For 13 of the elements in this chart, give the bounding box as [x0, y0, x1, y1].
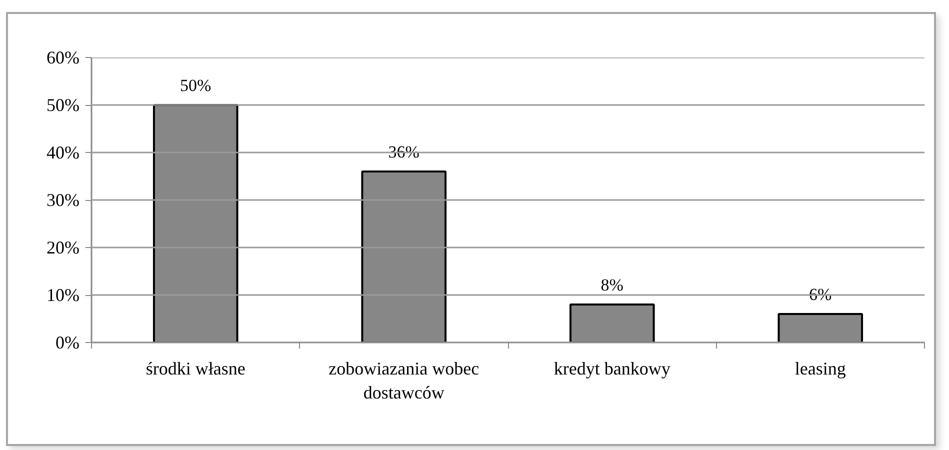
- y-tick-label: 30%: [46, 190, 80, 210]
- y-tick-label: 60%: [46, 48, 80, 68]
- data-label: 8%: [600, 276, 624, 294]
- x-tick-label: zobowiazania wobec dostawców: [328, 358, 480, 402]
- x-tick-label: kredyt bankowy: [554, 358, 670, 378]
- x-tick-label: leasing: [794, 358, 846, 378]
- y-tick-label: 40%: [46, 142, 80, 162]
- y-tick-label: 10%: [46, 285, 80, 305]
- x-tick-label: środki własne: [146, 358, 246, 378]
- data-label: 50%: [180, 76, 212, 95]
- y-tick-label: 0%: [56, 332, 80, 352]
- y-tick-label: 50%: [46, 95, 80, 115]
- y-tick-label: 20%: [46, 238, 80, 258]
